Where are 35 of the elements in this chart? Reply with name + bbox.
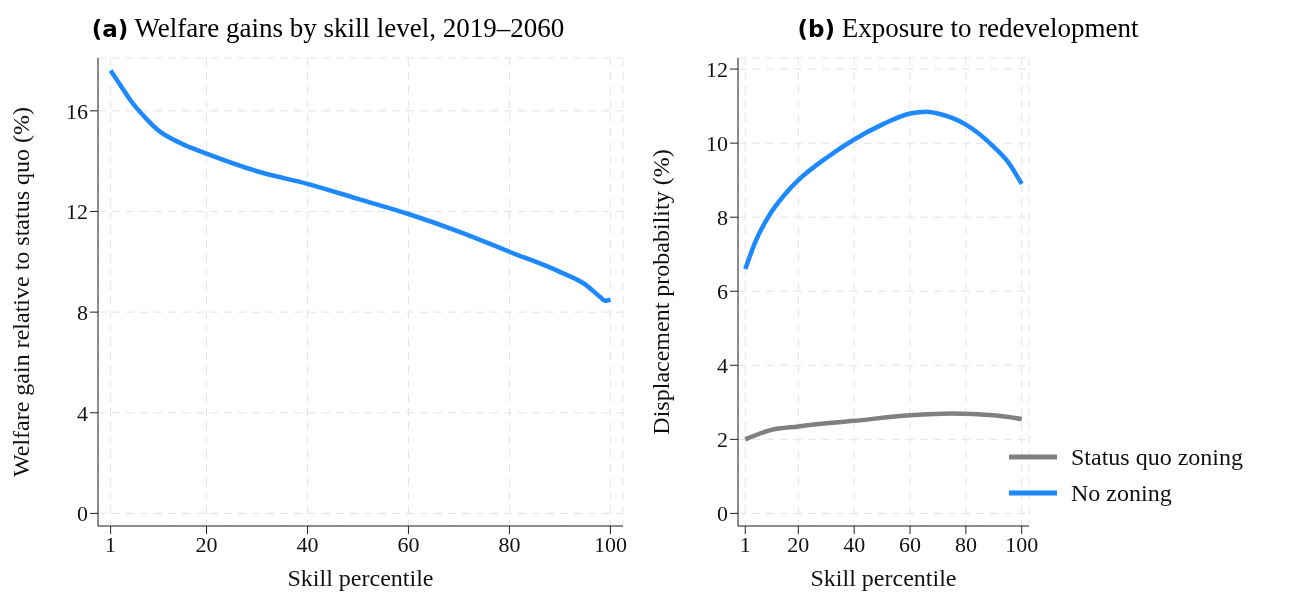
x-axis-title: Skill percentile <box>810 565 957 591</box>
y-tick-label: 8 <box>77 299 88 325</box>
x-tick-label: 20 <box>195 531 218 557</box>
y-tick-label: 12 <box>706 56 728 82</box>
line-series <box>743 109 1024 272</box>
y-tick-label: 4 <box>77 400 88 426</box>
y-tick-label: 12 <box>66 199 88 225</box>
y-tick-label: 8 <box>717 205 728 231</box>
y-tick-label: 4 <box>717 353 728 379</box>
x-tick-label: 100 <box>1005 531 1039 557</box>
chart-title: (a) Welfare gains by skill level, 2019–2060 <box>90 12 566 45</box>
y-tick-label: 16 <box>66 98 88 124</box>
legend-label: Status quo zoning <box>1071 443 1243 471</box>
x-tick-label: 60 <box>899 531 922 557</box>
y-axis-title: Displacement probability (%) <box>647 149 674 435</box>
y-tick-label: 0 <box>77 501 88 527</box>
y-tick-label: 0 <box>717 501 728 527</box>
x-tick-label: 80 <box>954 531 977 557</box>
line-series <box>743 411 1024 442</box>
x-tick-label: 20 <box>787 531 810 557</box>
x-tick-label: 40 <box>296 531 319 557</box>
x-axis-title: Skill percentile <box>287 565 434 591</box>
x-tick-label: 40 <box>843 531 866 557</box>
y-tick-label: 6 <box>717 279 728 305</box>
y-tick-label: 10 <box>706 130 728 156</box>
x-tick-label: 1 <box>105 531 117 557</box>
y-tick-label: 2 <box>717 427 728 453</box>
line-series <box>108 68 613 304</box>
x-tick-label: 1 <box>739 531 751 557</box>
x-tick-label: 100 <box>593 531 627 557</box>
legend-label: No zoning <box>1071 479 1172 507</box>
x-tick-label: 80 <box>498 531 521 557</box>
chart-title: (b) Exposure to redevelopment <box>796 12 1140 45</box>
y-axis-title: Welfare gain relative to status quo (%) <box>7 107 34 477</box>
x-tick-label: 60 <box>397 531 420 557</box>
